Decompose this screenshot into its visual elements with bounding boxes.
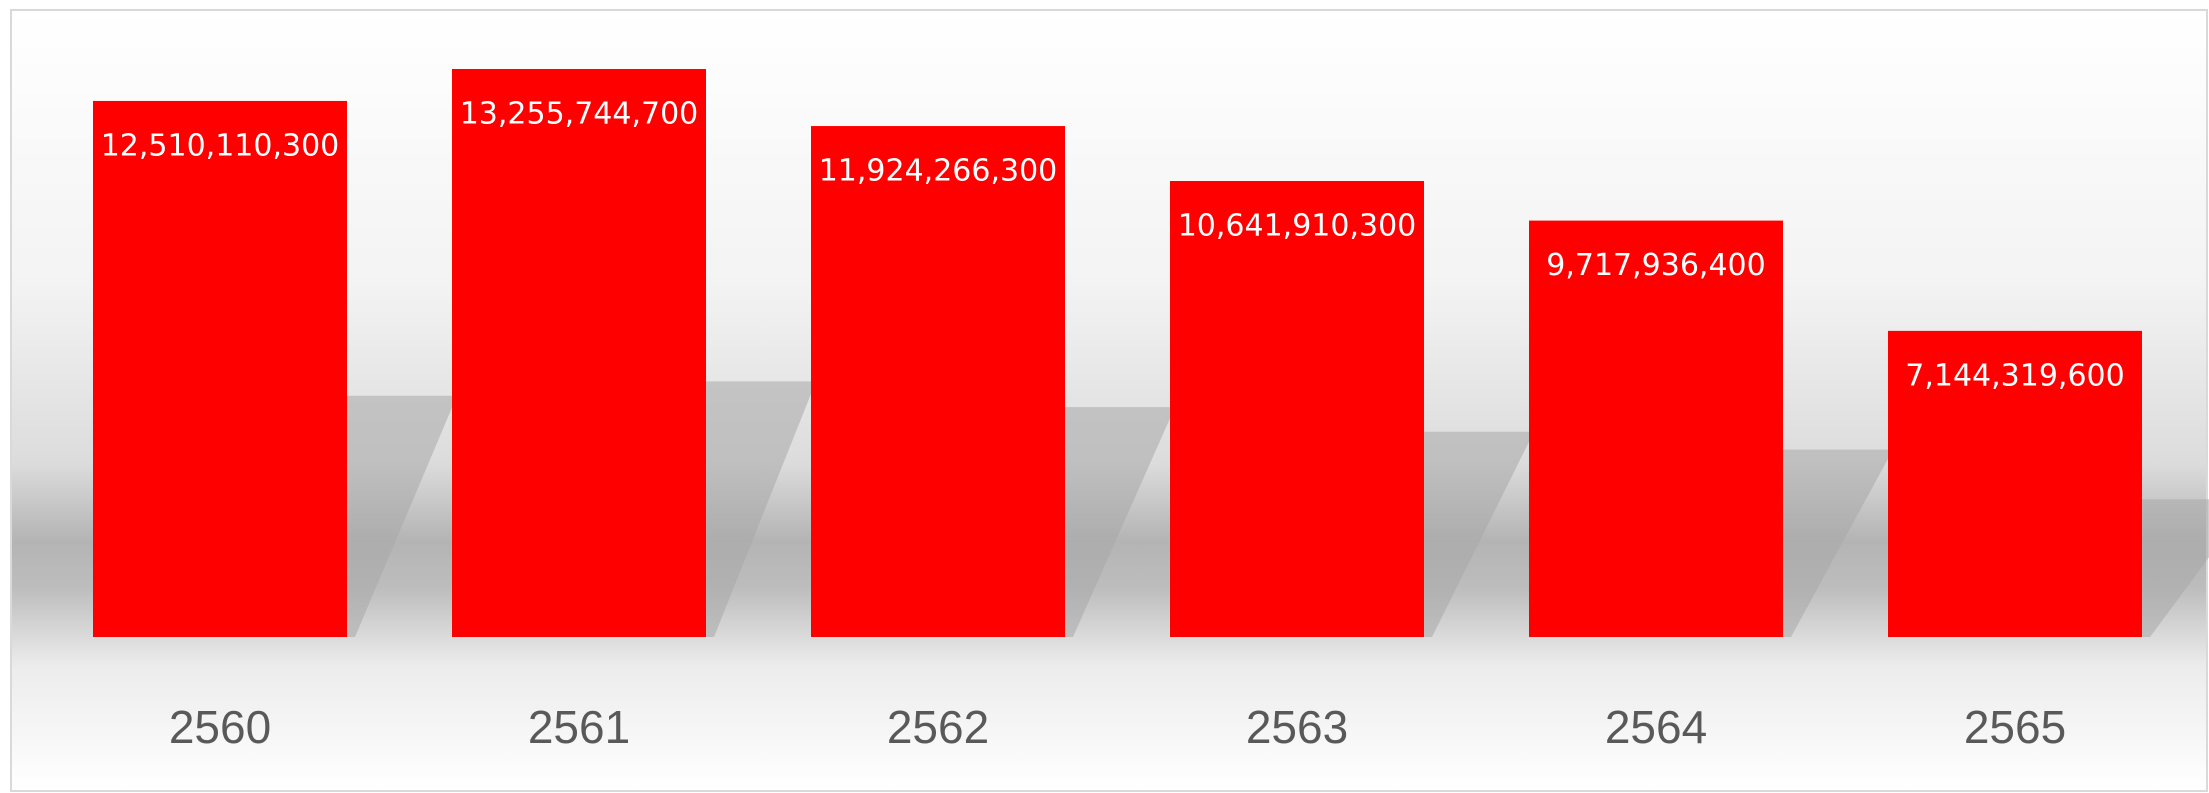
bar-shadow bbox=[1424, 431, 1534, 637]
bar-shadow bbox=[706, 381, 816, 637]
bar-shadows bbox=[347, 381, 2209, 637]
value-label: 11,924,266,300 bbox=[819, 154, 1058, 189]
x-tick-label: 2562 bbox=[887, 701, 989, 753]
x-tick-label: 2560 bbox=[169, 701, 271, 753]
bar-shadow bbox=[1783, 449, 1893, 637]
x-tick-label: 2565 bbox=[1964, 701, 2066, 753]
bar-shadow bbox=[2142, 499, 2209, 637]
value-label: 7,144,319,600 bbox=[1905, 358, 2124, 393]
value-label: 10,641,910,300 bbox=[1178, 209, 1417, 244]
bar-shadow bbox=[347, 395, 457, 637]
bar bbox=[452, 69, 706, 637]
x-tick-label: 2561 bbox=[528, 701, 630, 753]
bar bbox=[1888, 330, 2142, 637]
value-label: 12,510,110,300 bbox=[101, 128, 340, 163]
x-tick-label: 2564 bbox=[1605, 701, 1707, 753]
bar bbox=[811, 126, 1065, 637]
bar bbox=[93, 100, 347, 637]
value-label: 9,717,936,400 bbox=[1546, 248, 1765, 283]
bar bbox=[1170, 181, 1424, 637]
x-tick-label: 2563 bbox=[1246, 701, 1348, 753]
bar bbox=[1529, 220, 1783, 637]
bars: 12,510,110,300 2560 13,255,744,700 2561 11,9… bbox=[93, 69, 2142, 753]
bar-shadow bbox=[1065, 407, 1175, 637]
value-label: 13,255,744,700 bbox=[460, 97, 699, 132]
